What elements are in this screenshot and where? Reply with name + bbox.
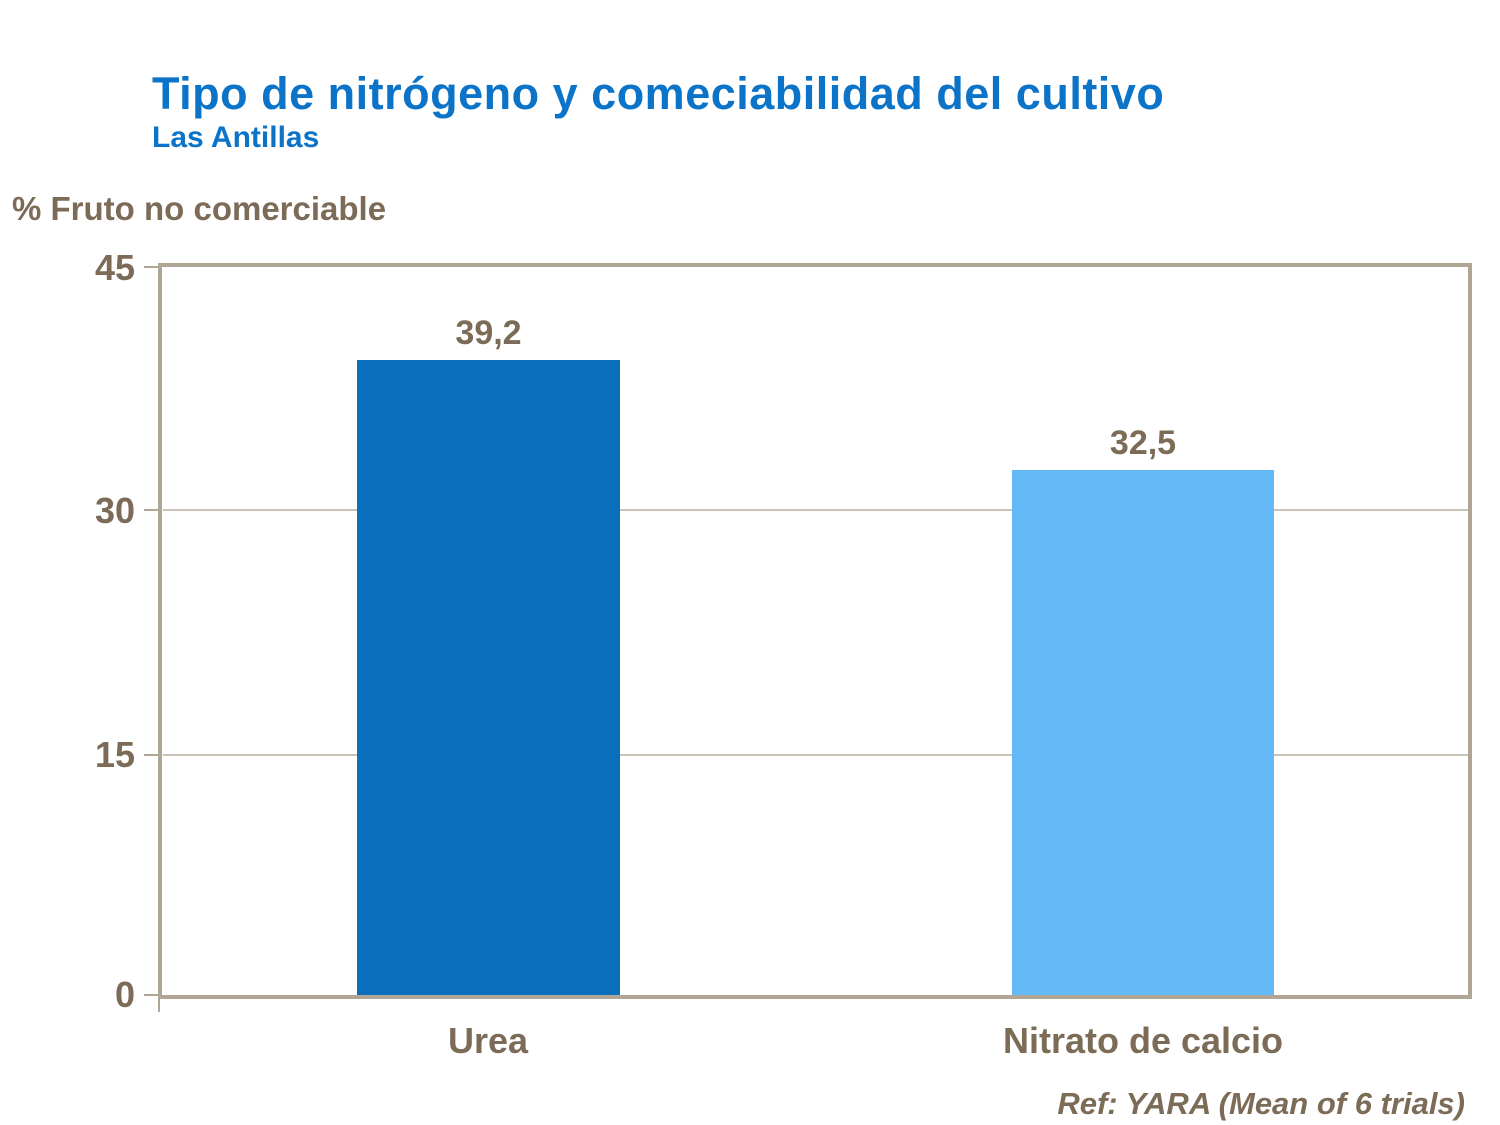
y-tick-label-0: 0 (114, 974, 135, 1015)
bar-urea (357, 360, 620, 995)
y-tick-0 (144, 994, 160, 996)
gridline-15 (163, 754, 1468, 756)
y-tick-label-15: 15 (94, 734, 135, 775)
y-tick-30 (144, 509, 160, 511)
y-axis-title: % Fruto no comerciable (12, 190, 387, 227)
category-label-nitrato-de-calcio: Nitrato de calcio (1002, 1020, 1284, 1061)
y-tick-label-45: 45 (94, 247, 135, 288)
category-label-urea: Urea (447, 1020, 529, 1061)
y-tick-label-30: 30 (94, 490, 135, 531)
reference-note: Ref: YARA (Mean of 6 trials) (1057, 1086, 1465, 1121)
y-tick-45 (144, 266, 160, 268)
gridline-30 (163, 509, 1468, 511)
value-label-nitrato-de-calcio: 32,5 (1109, 424, 1177, 462)
bar-nitrato-de-calcio (1012, 470, 1274, 995)
value-label-urea: 39,2 (455, 314, 522, 352)
plot-area-frame (158, 263, 1472, 999)
chart-subtitle: Las Antillas (152, 121, 320, 154)
x-origin-tick (158, 999, 160, 1012)
y-tick-15 (144, 754, 160, 756)
chart-title: Tipo de nitrógeno y comeciabilidad del c… (152, 68, 1165, 119)
